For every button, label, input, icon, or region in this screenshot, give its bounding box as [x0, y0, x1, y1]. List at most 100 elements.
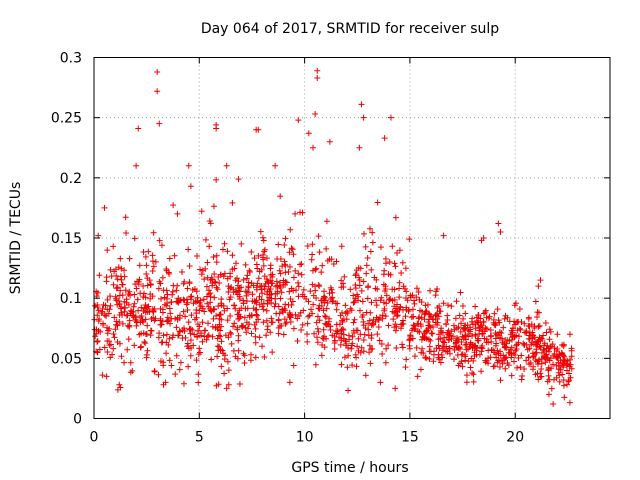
data-point: [123, 312, 130, 319]
axis-ticks: [93, 57, 610, 419]
data-point: [551, 351, 558, 358]
data-point: [155, 371, 162, 378]
data-point: [242, 324, 249, 331]
data-point: [227, 270, 234, 277]
x-tick-label: 0: [90, 430, 99, 446]
data-point: [545, 391, 552, 398]
data-point: [133, 285, 140, 292]
data-point: [275, 241, 282, 248]
data-point: [231, 265, 238, 272]
data-point: [158, 321, 165, 328]
data-point: [304, 242, 311, 249]
data-point: [165, 341, 172, 348]
data-point: [368, 266, 375, 273]
data-point: [186, 263, 193, 270]
data-point: [180, 380, 187, 387]
data-point: [150, 263, 157, 270]
data-point: [227, 329, 234, 336]
data-point: [172, 371, 179, 378]
data-point: [174, 210, 181, 217]
data-point: [268, 291, 275, 298]
data-point: [337, 341, 344, 348]
data-point: [211, 294, 218, 301]
data-point: [546, 326, 553, 333]
data-point: [233, 260, 240, 267]
data-point: [469, 344, 476, 351]
data-point: [467, 340, 474, 347]
data-point: [542, 319, 549, 326]
data-point: [213, 176, 220, 183]
data-point: [245, 279, 252, 286]
data-point: [434, 322, 441, 329]
data-point: [198, 303, 205, 310]
data-point: [112, 293, 119, 300]
data-point: [208, 356, 215, 363]
data-point: [555, 354, 562, 361]
data-point: [117, 255, 124, 262]
data-point: [260, 237, 267, 244]
data-point: [385, 342, 392, 349]
data-point: [190, 300, 197, 307]
data-point: [122, 214, 129, 221]
data-point: [338, 326, 345, 333]
data-point: [326, 290, 333, 297]
data-point: [532, 341, 539, 348]
data-point: [319, 334, 326, 341]
data-point: [191, 331, 198, 338]
data-point: [225, 367, 232, 374]
data-point: [156, 330, 163, 337]
data-point: [513, 332, 520, 339]
data-point: [321, 344, 328, 351]
data-point: [399, 341, 406, 348]
data-point: [255, 275, 262, 282]
data-point: [224, 275, 231, 282]
x-tick-label: 20: [506, 430, 524, 446]
data-point: [353, 267, 360, 274]
data-point: [340, 316, 347, 323]
data-point: [310, 144, 317, 151]
data-point: [323, 245, 330, 252]
data-point: [204, 333, 211, 340]
data-point: [195, 351, 202, 358]
data-point: [483, 336, 490, 343]
data-point: [256, 301, 263, 308]
data-point: [126, 323, 133, 330]
data-point: [450, 356, 457, 363]
data-point: [349, 362, 356, 369]
data-point: [225, 283, 232, 290]
data-point: [157, 305, 164, 312]
data-point: [296, 312, 303, 319]
data-point: [553, 362, 560, 369]
data-point: [275, 330, 282, 337]
data-point: [469, 315, 476, 322]
data-point: [241, 352, 248, 359]
data-point: [206, 243, 213, 250]
data-point: [295, 270, 302, 277]
data-point: [487, 354, 494, 361]
data-point: [211, 306, 218, 313]
data-point: [538, 356, 545, 363]
y-tick-label: 0.1: [60, 291, 82, 307]
data-point: [156, 120, 163, 127]
data-point: [432, 319, 439, 326]
data-point: [435, 313, 442, 320]
data-point: [528, 332, 535, 339]
data-point: [398, 269, 405, 276]
data-point: [538, 349, 545, 356]
data-point: [118, 304, 125, 311]
data-point: [147, 332, 154, 339]
data-point: [290, 362, 297, 369]
data-point: [211, 270, 218, 277]
data-point: [347, 286, 354, 293]
data-point: [424, 301, 431, 308]
data-point: [306, 312, 313, 319]
data-point: [314, 313, 321, 320]
data-point: [294, 338, 301, 345]
data-point: [422, 309, 429, 316]
data-point: [461, 324, 468, 331]
data-point: [189, 327, 196, 334]
data-point: [113, 321, 120, 328]
data-point: [151, 367, 158, 374]
data-point: [263, 307, 270, 314]
